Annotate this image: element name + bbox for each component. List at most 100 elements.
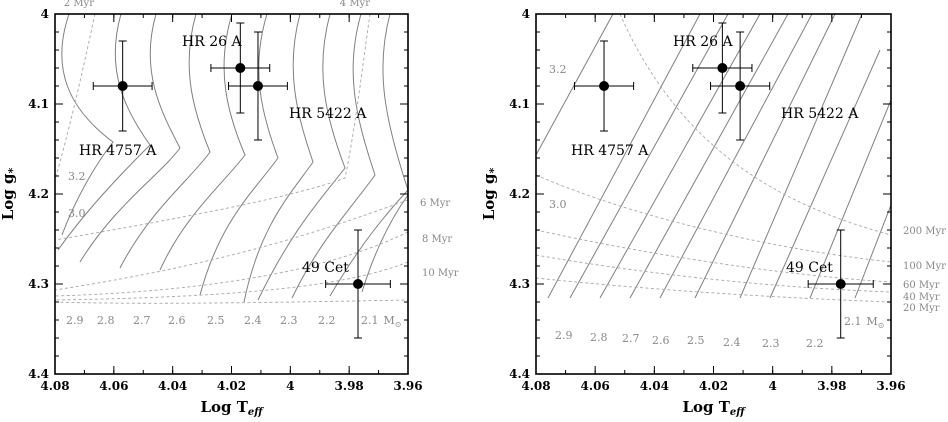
track-2.5: [243, 13, 314, 303]
y-tick-label: 4.2: [28, 187, 49, 201]
track-2.4: [257, 13, 346, 301]
y-tick-label: 4: [522, 7, 530, 21]
left-ticks: 4.08 4.06 4.04 4.02 4 3.98 3.96 4 4.1 4.2 4.3 4.4: [28, 7, 423, 393]
track-2.8: [599, 13, 761, 299]
star-label: HR 26 A: [673, 34, 733, 50]
track-label: 2.7: [622, 332, 640, 345]
track-label: 3.2: [68, 170, 86, 183]
track-label: 3.0: [68, 207, 86, 220]
y-tick-label: 4.3: [509, 277, 530, 291]
star-label: HR 4757 A: [79, 143, 157, 159]
y-tick-label: 4.4: [28, 367, 49, 381]
track-label: 2.9: [555, 329, 573, 342]
y-tick-label: 4.2: [509, 187, 530, 201]
y-axis-label-subscript: *: [487, 168, 500, 174]
y-tick-label: 4.1: [509, 97, 530, 111]
x-tick-label: 4.06: [581, 379, 610, 393]
track-2.5: [694, 13, 836, 299]
isochrone-8myr: [54, 231, 409, 297]
y-tick-label: 4.1: [28, 97, 49, 111]
track-2.3: [291, 13, 376, 299]
y-tick-label: 4.3: [28, 277, 49, 291]
y-axis-label-subscript: *: [6, 168, 19, 174]
isochrone-zams: [54, 299, 409, 304]
track-label: 2.2: [318, 314, 336, 327]
isochrone-2myr: [54, 13, 96, 181]
track-2.9: [79, 13, 181, 263]
isochrone-10myr: [54, 261, 409, 301]
x-axis-label-subscript: eff: [248, 407, 264, 417]
star-point: [835, 279, 846, 289]
left-isochrone-labels: 2 Myr 4 Myr 6 Myr 8 Myr 10 Myr: [64, 0, 459, 279]
isochrone-4myr: [54, 13, 371, 241]
track-2.7: [629, 13, 789, 299]
track-label: 2.8: [590, 331, 608, 344]
track-2.6: [659, 13, 813, 299]
track-2.1: [854, 204, 892, 299]
mass-unit: M: [384, 314, 395, 327]
track-label: 2.6: [168, 314, 186, 327]
isochrone-label: 60 Myr: [903, 280, 940, 291]
left-panel: 3.2 3.0 2.9 2.8 2.7 2.6 2.5 2.4 2.3 2.2 2.1 M⊙ 2 My…: [0, 0, 459, 418]
isochrone-60myr: [535, 229, 892, 283]
x-tick-label: 4.04: [640, 379, 669, 393]
x-tick-label: 3.98: [817, 379, 846, 393]
star-label: HR 5422 A: [781, 106, 859, 122]
track-label: 2.1 M⊙: [844, 315, 884, 330]
isochrone-label: 2 Myr: [64, 0, 94, 9]
star-label: HR 5422 A: [289, 106, 367, 122]
track-label: 2.4: [244, 314, 262, 327]
track-label: 2.6: [652, 334, 670, 347]
x-tick-label: 4.02: [217, 379, 246, 393]
track-3.2: [61, 13, 114, 236]
track-label: 2.3: [280, 314, 298, 327]
x-tick-label: 4.06: [99, 379, 128, 393]
isochrone-label: 20 Myr: [903, 303, 940, 314]
star-point: [235, 63, 246, 73]
left-stars: HR 26 A HR 4757 A HR 5422 A 49 Cet: [79, 22, 391, 339]
star-point: [599, 81, 610, 91]
star-label: 49 Cet: [786, 260, 833, 276]
star-point: [117, 81, 128, 91]
track-label: 2.8: [97, 314, 115, 327]
x-tick-label: 4.08: [521, 379, 550, 393]
track-label: 2.9: [66, 314, 84, 327]
isochrone-200myr: [619, 13, 892, 236]
x-axis-label-subscript: eff: [730, 407, 746, 417]
isochrone-40myr: [535, 254, 892, 293]
x-tick-label: 4.04: [158, 379, 187, 393]
x-tick-label: 4.08: [40, 379, 69, 393]
star-point: [717, 63, 728, 73]
y-tick-label: 4: [41, 7, 49, 21]
star-label: 49 Cet: [302, 260, 349, 276]
star-point: [252, 81, 263, 91]
track-label: 3.0: [549, 198, 567, 211]
mass-unit: M: [867, 315, 878, 328]
right-ticks: 4.08 4.06 4.04 4.02 4 3.98 3.96 4 4.1 4.2 4.3 4.4: [509, 7, 906, 393]
isochrone-label: 40 Myr: [903, 292, 940, 303]
track-label: 2.3: [762, 337, 780, 350]
isochrone-label: 100 Myr: [903, 261, 946, 272]
isochrone-label: 10 Myr: [422, 268, 459, 279]
x-tick-label: 3.98: [335, 379, 364, 393]
track-label: 2.5: [207, 314, 225, 327]
star-label: HR 4757 A: [571, 143, 649, 159]
track-label: 2.1 M⊙: [361, 314, 401, 329]
mass-unit-subscript: ⊙: [878, 321, 885, 330]
track-2.8: [119, 13, 211, 269]
track-2.3: [769, 49, 881, 299]
isochrone-label: 4 Myr: [340, 0, 370, 9]
x-tick-label: 4: [286, 379, 294, 393]
isochrone-100myr: [535, 174, 892, 263]
x-axis-label: Log Teff: [682, 398, 746, 417]
left-track-labels: 3.2 3.0 2.9 2.8 2.7 2.6 2.5 2.4 2.3 2.2 2.1 M⊙: [66, 170, 401, 329]
star-point: [735, 81, 746, 91]
x-tick-label: 3.96: [876, 379, 905, 393]
track-2.7: [159, 13, 246, 271]
isochrone-6myr: [54, 199, 409, 291]
x-tick-label: 4: [768, 379, 776, 393]
track-label: 2.5: [687, 334, 705, 347]
